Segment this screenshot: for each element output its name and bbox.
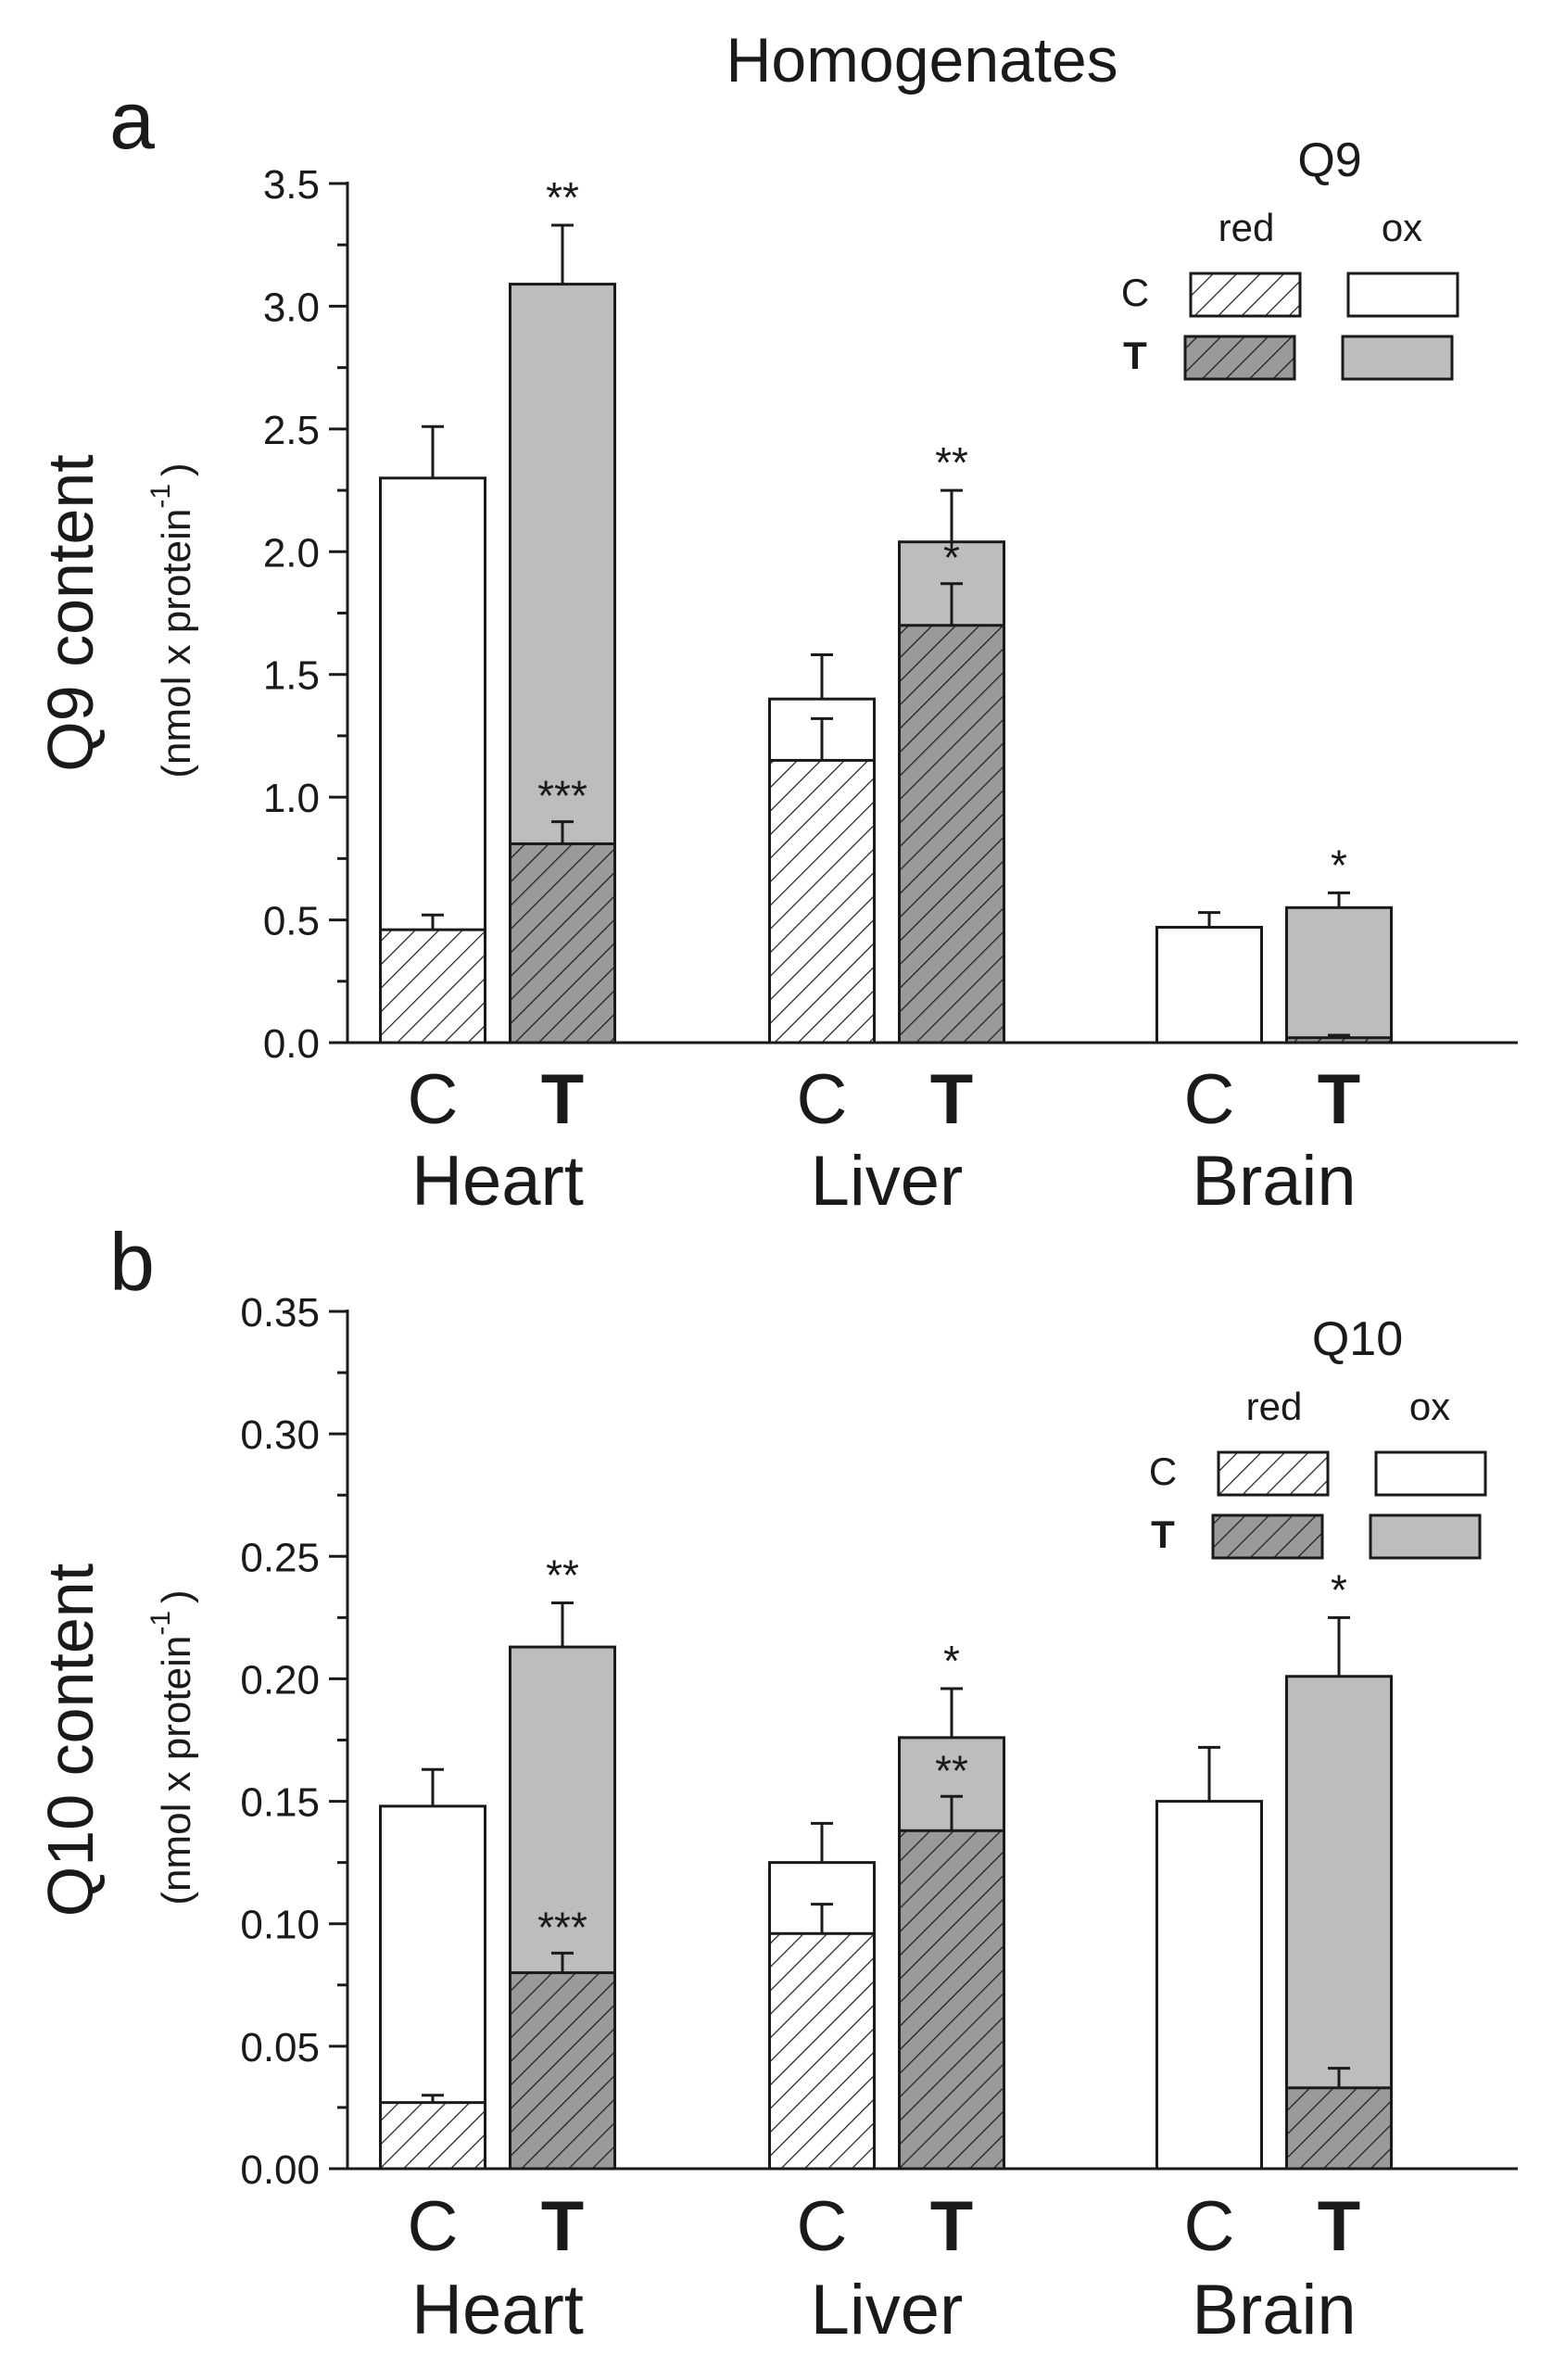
bar-red-liver-T <box>898 624 1005 1044</box>
significance-red: *** <box>537 772 587 820</box>
y-tick-label: 2.5 <box>263 408 320 453</box>
y-axis-units: (nmol x protein-1) <box>145 1589 199 1905</box>
legend-row-c: C <box>1149 1450 1177 1493</box>
y-tick-label: 0.00 <box>240 2147 320 2193</box>
significance-total: ** <box>935 438 968 487</box>
y-tick-label: 0.0 <box>263 1021 320 1067</box>
category-label: C <box>408 2187 459 2266</box>
category-label: C <box>797 1060 848 1139</box>
category-label: T <box>1318 2187 1360 2266</box>
group-label: Brain <box>1192 2271 1356 2349</box>
category-label: T <box>1318 1060 1360 1139</box>
y-axis-units-text: (nmol x protein-1) <box>145 1589 199 1905</box>
legend-swatch-t-ox <box>1369 1513 1482 1560</box>
legend-swatch-t-ox <box>1341 335 1454 381</box>
bar-ox-brain-C <box>1155 926 1263 1044</box>
bar-red-liver-C <box>768 758 876 1044</box>
bar-red-liver-T <box>898 1829 1005 2171</box>
category-label: T <box>541 2187 584 2266</box>
y-tick-label: 0.30 <box>240 1412 320 1458</box>
bar-ox-brain-T <box>1285 905 1393 1044</box>
category-label: T <box>930 1060 973 1139</box>
bar-red-heart-T <box>509 1971 616 2171</box>
legend-swatch-c-red <box>1217 1450 1330 1497</box>
legend-swatch-c-ox <box>1346 272 1459 318</box>
category-label: C <box>797 2187 848 2266</box>
legend-col-red: red <box>1218 206 1275 249</box>
legend-col-ox: ox <box>1409 1385 1450 1428</box>
category-label: C <box>408 1060 459 1139</box>
legend-row-c: C <box>1121 271 1149 314</box>
bar-ox-brain-C <box>1155 1800 1263 2171</box>
legend-row-t: T <box>1151 1513 1175 1556</box>
figure-title: Homogenates <box>726 25 1117 95</box>
units-close: ) <box>154 462 199 476</box>
group-label: Brain <box>1192 1142 1356 1221</box>
group-label: Liver <box>811 2271 964 2349</box>
group-label: Heart <box>411 1142 584 1221</box>
bar-red-liver-C <box>768 1931 876 2171</box>
bar-red-heart-C <box>379 928 486 1044</box>
significance-red: ** <box>935 1746 968 1794</box>
units-main: (nmol x protein <box>154 1636 199 1905</box>
panel-letter: a <box>109 74 155 166</box>
y-tick-label: 0.35 <box>240 1290 320 1336</box>
legend-swatch-t-red <box>1183 335 1296 381</box>
group-label: Liver <box>811 1142 964 1221</box>
legend-row-t: T <box>1123 334 1147 377</box>
y-tick-label: 3.5 <box>263 162 320 208</box>
category-label: C <box>1184 2187 1235 2266</box>
y-axis-title: Q9 content <box>34 454 107 771</box>
bar-red-heart-T <box>509 842 616 1044</box>
significance-red: * <box>943 534 960 582</box>
significance-total: ** <box>546 173 579 222</box>
y-axis-units: (nmol x protein-1) <box>145 462 199 778</box>
y-axis-units-text: (nmol x protein-1) <box>145 462 199 778</box>
units-superscript: -1 <box>145 1611 176 1636</box>
legend-swatch-c-ox <box>1374 1450 1487 1497</box>
bar-red-brain-T <box>1285 1036 1393 1044</box>
category-label: T <box>930 2187 973 2266</box>
significance-red: *** <box>537 1903 587 1951</box>
panel-a-chart: a 0.0 0.5 1.0 1.5 2.0 2.5 3.0 3.5 Q9 content (nmol… <box>34 74 1518 1221</box>
y-tick-label: 3.0 <box>263 285 320 330</box>
y-tick-label: 0.05 <box>240 2025 320 2070</box>
significance-total: ** <box>546 1551 579 1600</box>
category-label: T <box>541 1060 584 1139</box>
bar-red-heart-C <box>379 2101 486 2171</box>
legend-swatch-c-red <box>1189 272 1302 318</box>
y-tick-label: 1.5 <box>263 653 320 699</box>
significance-total: * <box>1331 841 1347 889</box>
y-tick-label: 0.15 <box>240 1780 320 1826</box>
category-label: C <box>1184 1060 1235 1139</box>
legend-title: Q9 <box>1297 133 1361 187</box>
significance-total: * <box>1331 1565 1347 1614</box>
legend-col-red: red <box>1246 1385 1303 1428</box>
panel-letter: b <box>109 1216 155 1308</box>
y-tick-label: 2.0 <box>263 530 320 576</box>
legend-col-ox: ox <box>1382 206 1422 249</box>
y-tick-label: 0.10 <box>240 1903 320 1948</box>
y-tick-label: 0.5 <box>263 899 320 944</box>
y-axis-title: Q10 content <box>34 1563 107 1917</box>
units-close: ) <box>154 1589 199 1603</box>
panel-b-chart: b 0.00 0.05 0.10 0.15 0.20 0.25 0.30 0.35 Q10 con… <box>34 1216 1518 2349</box>
y-tick-label: 0.20 <box>240 1657 320 1703</box>
legend-swatch-t-red <box>1211 1513 1324 1560</box>
units-superscript: -1 <box>145 484 176 509</box>
group-label: Heart <box>411 2271 584 2349</box>
y-tick-label: 1.0 <box>263 776 320 821</box>
significance-total: * <box>943 1637 960 1685</box>
y-tick-label: 0.25 <box>240 1535 320 1580</box>
legend-title: Q10 <box>1312 1312 1403 1366</box>
units-main: (nmol x protein <box>154 509 199 779</box>
bar-red-brain-T <box>1285 2086 1393 2171</box>
